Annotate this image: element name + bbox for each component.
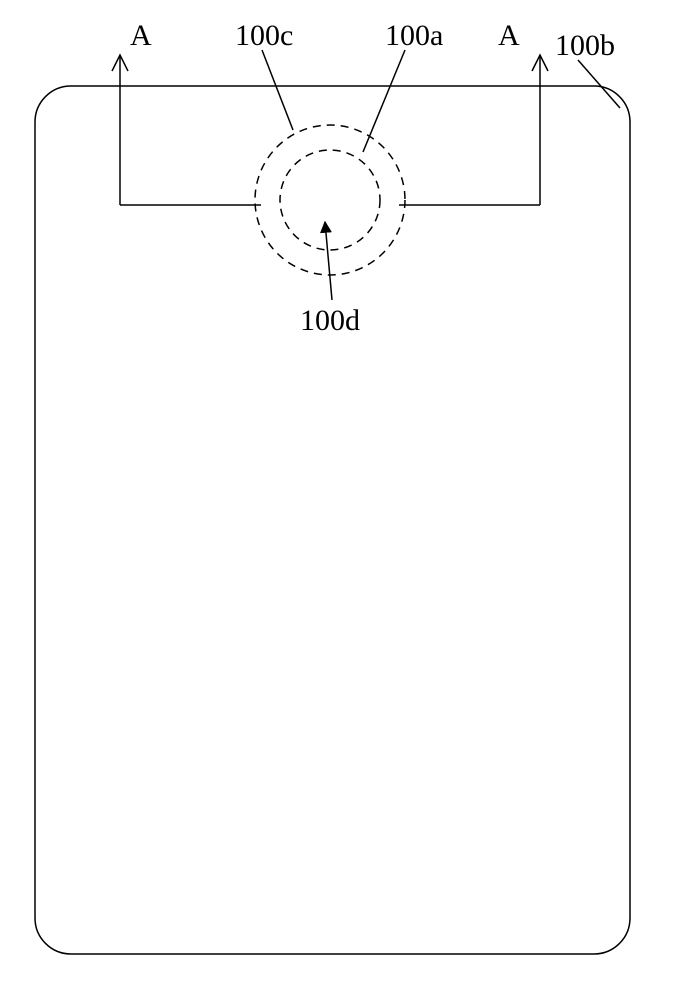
ref-label-100c: 100c bbox=[235, 19, 293, 52]
feature-circle-inner bbox=[280, 150, 380, 250]
device-outline bbox=[35, 86, 630, 954]
feature-circle-outer bbox=[255, 125, 405, 275]
leader-lines bbox=[262, 50, 620, 300]
figure-svg: A A 100c 100a 100b 100d bbox=[0, 0, 678, 1000]
ref-label-100b: 100b bbox=[555, 29, 615, 62]
section-line-aa bbox=[112, 55, 548, 205]
ref-label-100a: 100a bbox=[385, 19, 443, 52]
section-label-a-right: A bbox=[498, 19, 520, 52]
section-label-a-left: A bbox=[130, 19, 152, 52]
ref-label-100d: 100d bbox=[300, 304, 360, 337]
